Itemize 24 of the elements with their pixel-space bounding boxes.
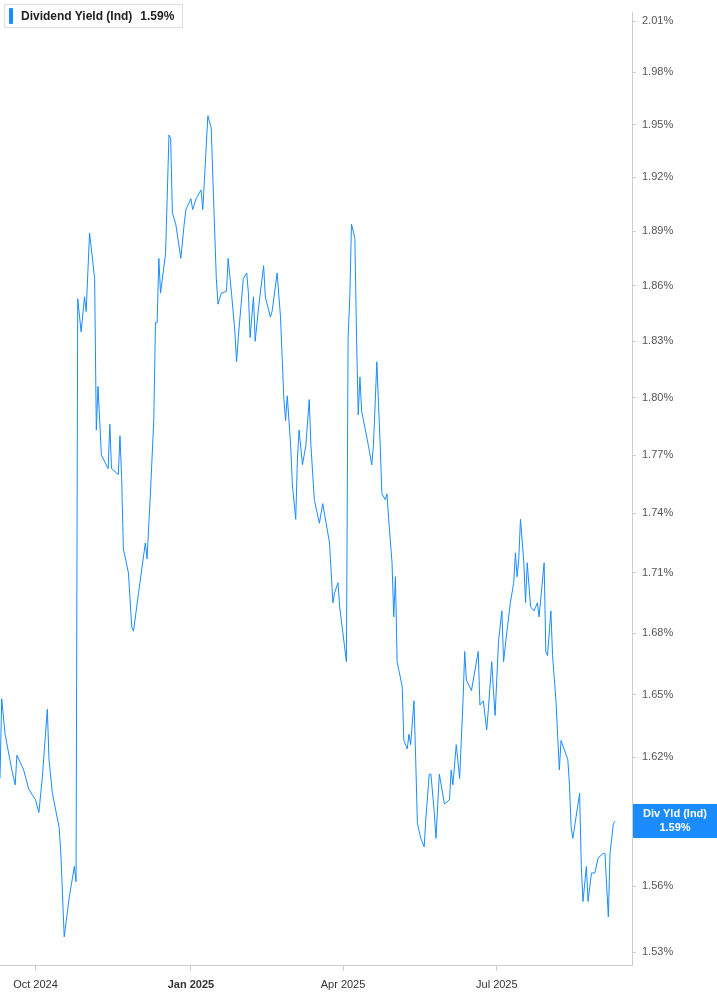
annotation: 1.59% (140, 9, 175, 23)
y-tick-label: 1.71% (642, 565, 674, 578)
y-tick-label: 1.53% (642, 945, 674, 958)
y-tick-label: 1.68% (642, 626, 674, 639)
y-tick-label: 1.77% (642, 448, 674, 461)
y-tick-label: 1.74% (642, 506, 674, 519)
y-tick-label: 1.98% (642, 65, 674, 78)
legend-label: Dividend Yield (Ind) (21, 9, 133, 23)
x-tick-label: Oct 2024 (13, 978, 58, 991)
text: Div Yld (Ind) (643, 807, 708, 820)
y-tick-label: 1.56% (642, 879, 674, 892)
y-tick-label: 1.95% (642, 117, 674, 130)
x-tick-label: Jan 2025 (167, 978, 215, 991)
y-tick-label: 2.01% (642, 14, 674, 27)
y-tick-label: 1.80% (642, 390, 674, 403)
y-tick-label: 1.65% (642, 687, 674, 700)
y-tick-label: 1.86% (642, 278, 674, 291)
x-tick-label: Jul 2025 (476, 978, 518, 991)
x-tick-label: Apr 2025 (320, 978, 366, 991)
y-tick-label: 1.83% (642, 334, 674, 347)
y-tick-label: 1.89% (642, 224, 674, 237)
y-tick-label: 1.92% (642, 170, 674, 183)
y-tick-label: 1.62% (642, 750, 674, 763)
text: 1.59% (659, 821, 691, 834)
